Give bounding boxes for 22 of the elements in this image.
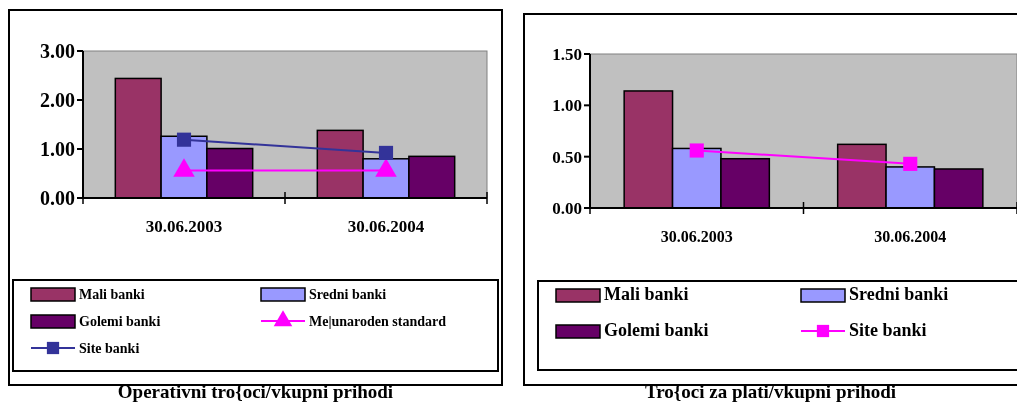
y-tick-label: 1.00 [40,138,75,160]
y-tick-label: 0.00 [40,187,75,209]
legend-label: Mali banki [79,287,145,302]
x-tick-label: 30.06.2003 [660,228,733,245]
y-tick-label: 1.00 [552,96,582,116]
y-tick-label: 2.00 [40,89,75,111]
legend-label: Site banki [849,320,927,340]
legend-label: Sredni banki [309,287,387,302]
legend-label: Mali banki [604,284,689,304]
x-tick-label: 30.06.2003 [145,217,223,236]
y-tick-label: 0.00 [552,198,582,218]
legend-label: Golemi banki [604,320,709,340]
y-tick-label: 3.00 [40,40,75,62]
legend-label: Me|unaroden standard [309,314,447,329]
y-tick-label: 0.50 [552,147,582,167]
legend-label: Golemi banki [79,314,161,329]
legend-label: Site banki [79,341,140,356]
x-tick-label: 30.06.2004 [347,217,425,236]
text: Operativni tro{oci/vkupni prihodi [117,381,394,402]
y-tick-label: 1.50 [552,44,582,64]
x-tick-label: 30.06.2004 [874,228,947,245]
legend-label: Sredni banki [849,284,949,304]
